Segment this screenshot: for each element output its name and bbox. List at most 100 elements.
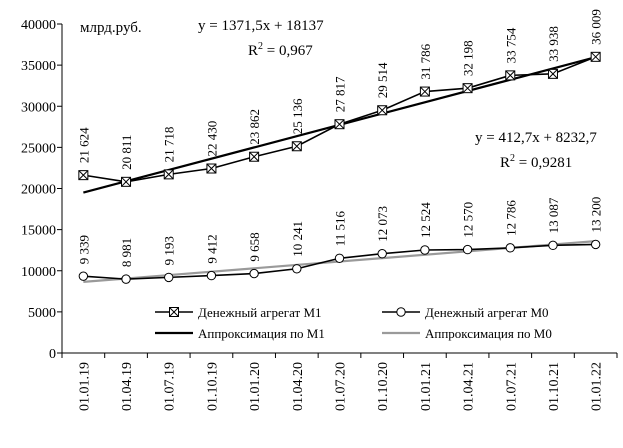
point-m1 [547,68,558,79]
point-m1 [78,170,89,181]
data-labels: 21 624 20 811 21 718 22 430 23 862 25 136 27 8… [76,9,603,267]
series-lines [78,51,601,284]
legend-label: Денежный агрегат М1 [198,305,322,320]
point-m1 [377,105,388,116]
point-m0 [164,272,174,283]
point-cross [206,163,217,174]
x-tick-label: 01.04.21 [462,362,477,411]
x-tick-label: 01.07.20 [334,362,349,411]
point-cross [420,86,430,97]
data-label: 23 862 [247,109,262,145]
legend-marker-cross [169,307,179,317]
point-m1 [121,176,132,187]
x-tick-label: 01.07.21 [504,362,519,411]
x-tick-label: 01.07.19 [163,362,178,411]
data-label: 12 524 [418,202,433,238]
point-m0 [590,239,601,250]
point-m0 [249,268,259,279]
trend-r2: R2 = 0,9281 [500,153,572,171]
point-m0 [462,244,473,255]
point-cross [121,176,131,187]
point-cross [590,51,601,62]
point-m1 [163,169,174,180]
x-tick-label: 01.01.21 [419,362,434,411]
data-label: 21 624 [76,127,91,163]
data-label: 31 786 [418,43,433,79]
point-cross [163,169,174,180]
legend: Денежный агрегат М1 Денежный агрегат М0 Ап… [155,305,552,341]
data-label: 13 200 [589,197,604,233]
point-m0 [78,271,89,281]
trend-equation: y = 412,7x + 8232,7 [475,130,597,146]
data-label: 9 339 [76,235,91,264]
r2-value: = 0,967 [263,43,313,59]
point-m1 [334,119,345,130]
point-m0 [377,248,387,259]
point-m0 [292,264,302,274]
r2-letter: R [500,155,510,171]
point-cross [505,70,516,81]
x-tick-label: 01.01.20 [248,362,263,411]
y-tick-label: 10000 [21,265,56,280]
data-label: 36 009 [589,9,604,45]
point-cross [291,141,302,152]
unit-label: млрд.руб. [80,20,142,36]
point-cross [377,105,388,116]
data-label: 20 811 [119,135,134,170]
data-label: 9 193 [162,236,177,265]
point-m0 [121,274,131,284]
legend-marker [396,307,406,317]
y-tick-label: 35000 [21,59,56,74]
trend-equation: y = 1371,5x + 18137 [198,18,324,34]
data-label: 13 087 [546,197,561,233]
data-label: 27 817 [333,76,348,112]
axes: 0 5000 10000 15000 20000 25000 30000 35000 40000… [21,18,618,411]
legend-label: Денежный агрегат М0 [425,305,549,320]
legend-label: Аппроксимация по М1 [198,326,325,341]
data-label: 8 981 [119,238,134,267]
r2-letter: R [248,43,258,59]
r2-value: = 0,9281 [515,155,572,171]
point-m0 [206,270,217,281]
data-label: 33 938 [546,26,561,62]
legend-item: Денежный агрегат М1 [155,305,322,320]
point-m0 [420,245,430,255]
point-cross [78,170,89,180]
point-m0 [548,240,558,251]
x-tick-label: 01.10.20 [376,362,391,411]
data-label: 21 718 [162,127,177,163]
point-cross [462,83,473,94]
point-m1 [291,141,302,152]
point-m1 [462,83,473,94]
point-m0 [334,253,345,263]
data-label: 12 786 [503,200,518,236]
x-tick-label: 01.10.19 [205,362,220,411]
point-cross [548,69,558,79]
data-label: 33 754 [503,27,518,63]
point-m1 [590,51,601,62]
data-label: 32 198 [461,40,476,76]
point-m1 [206,163,217,174]
y-tick-label: 20000 [21,183,56,198]
data-label: 29 514 [375,62,390,98]
y-tick-label: 25000 [21,141,56,156]
r2-superscript: 2 [510,153,515,164]
y-tick-label: 40000 [21,18,56,33]
data-label: 12 073 [375,206,390,242]
point-cross [249,151,259,162]
data-label: 25 136 [290,98,305,134]
x-tick-label: 01.04.19 [120,362,135,411]
y-tick-label: 30000 [21,100,56,115]
point-m0 [505,243,515,253]
data-label: 9 412 [204,234,219,263]
point-m1 [249,151,260,162]
y-tick-label: 5000 [28,306,56,321]
r2-superscript: 2 [258,41,263,52]
x-tick-label: 01.01.19 [77,362,92,411]
data-label: 10 241 [290,221,305,257]
legend-label: Аппроксимация по М0 [425,326,552,341]
data-label: 12 570 [461,202,476,238]
point-m1 [419,86,430,97]
